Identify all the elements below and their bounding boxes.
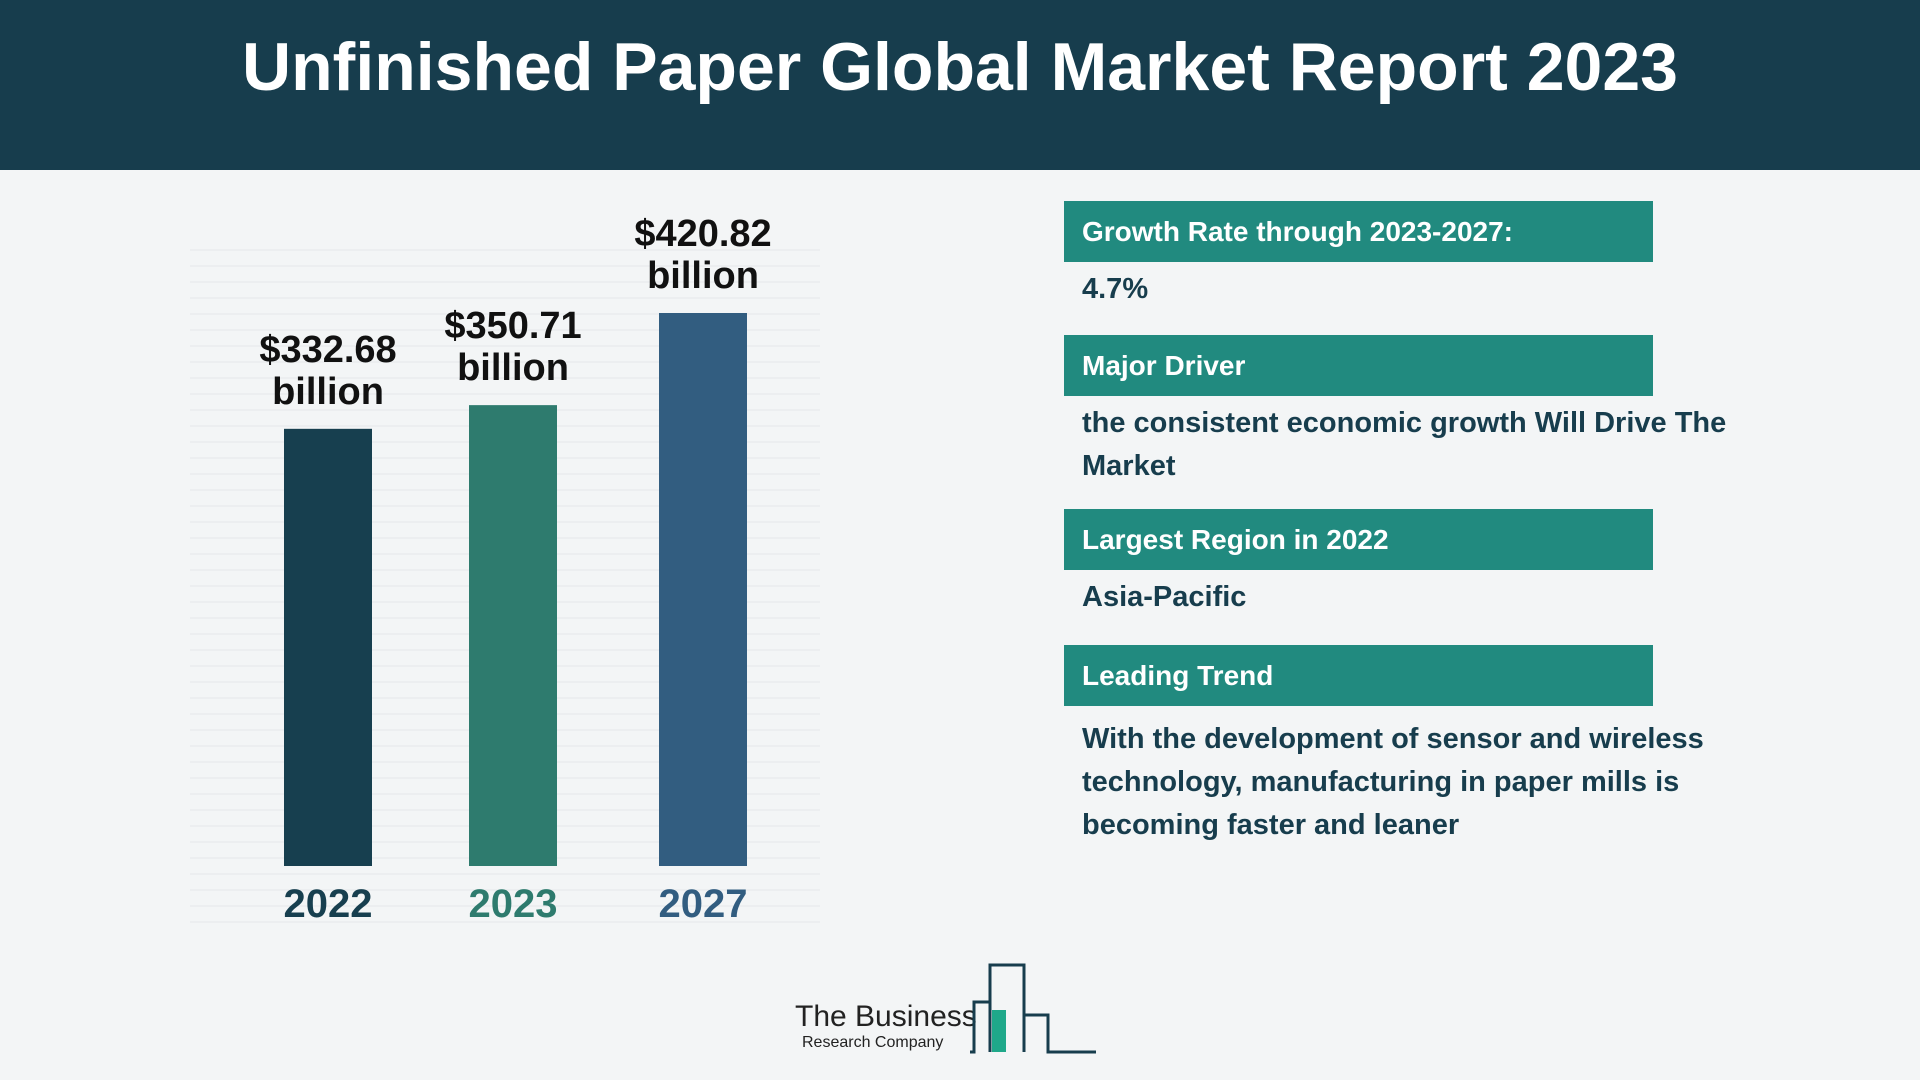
chart (190, 249, 820, 923)
x-tick-label: 2023 (468, 882, 558, 926)
logo-name: The Business (795, 1000, 977, 1033)
logo-bar (992, 1010, 1006, 1052)
bar (469, 405, 557, 866)
panel-text: With the development of sensor and wirel… (1082, 723, 1704, 841)
value-label: $420.82 billion (634, 213, 772, 297)
x-tick-label: 2027 (658, 882, 748, 926)
logo-subtitle: Research Company (802, 1034, 943, 1051)
panel-text: the consistent economic growth Will Driv… (1082, 407, 1727, 482)
logo: The Business Research Company (795, 963, 1096, 1054)
bar (659, 313, 747, 866)
bar (284, 428, 372, 866)
logo-building (988, 963, 1026, 1052)
value-label: $332.68 billion (259, 328, 397, 413)
page-title: Unfinished Paper Global Market Report 20… (242, 29, 1678, 105)
header-band (0, 0, 1920, 170)
panel-text: Asia-Pacific (1082, 581, 1247, 613)
x-tick-label: 2022 (283, 882, 373, 926)
panel-heading: Growth Rate through 2023-2027: (1064, 201, 1653, 262)
logo-building (1022, 1013, 1096, 1054)
panel-text: 4.7% (1082, 273, 1149, 305)
panel-heading: Major Driver (1064, 335, 1653, 396)
panel-heading: Leading Trend (1064, 645, 1653, 706)
panel-heading: Largest Region in 2022 (1064, 509, 1653, 570)
value-label: $350.71 billion (444, 305, 582, 390)
logo-building (970, 1000, 992, 1054)
